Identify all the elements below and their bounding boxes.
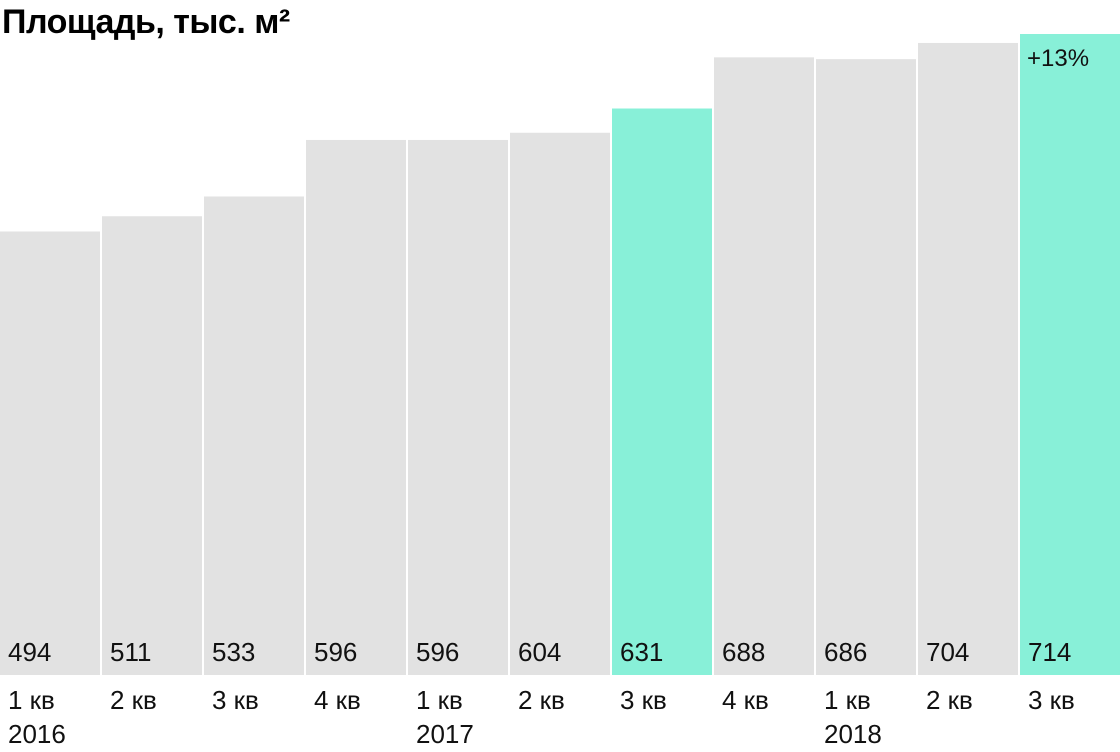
x-tick-quarter-label: 1 кв [416, 685, 463, 715]
x-tick-quarter-label: 3 кв [1028, 685, 1075, 715]
x-tick-quarter-label: 1 кв [824, 685, 871, 715]
bar [102, 216, 202, 675]
bar-value-label: 688 [722, 637, 765, 667]
x-tick-quarter-label: 3 кв [212, 685, 259, 715]
x-tick-quarter-label: 2 кв [110, 685, 157, 715]
bar-value-label: 631 [620, 637, 663, 667]
bar [0, 231, 100, 675]
growth-annotation: +13% [1027, 45, 1089, 72]
x-tick-quarter-label: 2 кв [926, 685, 973, 715]
bar [408, 139, 508, 676]
bar-value-label: 704 [926, 637, 969, 667]
bar-value-label: 686 [824, 637, 867, 667]
bar-value-label: 596 [314, 637, 357, 667]
bar [510, 132, 610, 676]
bar [918, 42, 1018, 675]
x-tick-quarter-label: 4 кв [722, 685, 769, 715]
x-tick-year-label: 2017 [416, 719, 474, 749]
x-tick-quarter-label: 2 кв [518, 685, 565, 715]
x-tick-year-label: 2016 [8, 719, 66, 749]
bar-value-label: 494 [8, 637, 51, 667]
bar [306, 139, 406, 676]
x-tick-year-label: 2018 [824, 719, 882, 749]
x-tick-quarter-label: 1 кв [8, 685, 55, 715]
bar-value-label: 604 [518, 637, 561, 667]
chart-title: Площадь, тыс. м² [2, 3, 290, 41]
bar [816, 59, 916, 675]
bar-value-label: 714 [1028, 637, 1071, 667]
x-tick-quarter-label: 3 кв [620, 685, 667, 715]
bar [1020, 34, 1120, 675]
bar [204, 196, 304, 676]
bar [612, 108, 712, 675]
bar-value-label: 511 [110, 637, 151, 667]
bar-value-label: 596 [416, 637, 459, 667]
bar-value-label: 533 [212, 637, 255, 667]
bar [714, 57, 814, 675]
x-tick-quarter-label: 4 кв [314, 685, 361, 715]
